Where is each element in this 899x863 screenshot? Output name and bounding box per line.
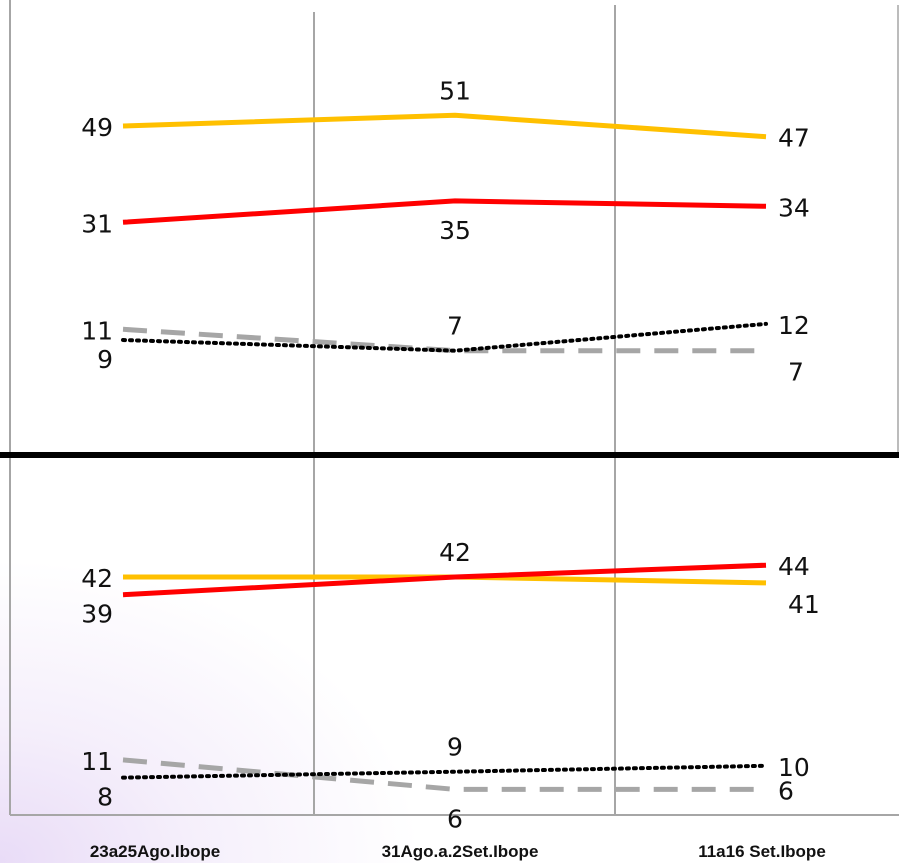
series-line-2-4 (121, 763, 768, 780)
data-label: 7 (447, 312, 463, 341)
category-label: 31Ago.a.2Set.Ibope (382, 842, 539, 861)
category-label: 23a25Ago.Ibope (90, 842, 220, 861)
series-line-1-4 (121, 321, 768, 353)
data-label: 41 (788, 590, 820, 619)
series-line-2-3 (122, 757, 766, 792)
bottom-panel: 42 42 41 39 44 11 6 6 8 9 10 (81, 538, 820, 833)
data-label: 35 (439, 216, 471, 245)
data-label: 42 (439, 538, 471, 567)
data-label: 11 (81, 747, 113, 776)
data-label: 7 (788, 358, 804, 387)
x-axis: 23a25Ago.Ibope 31Ago.a.2Set.Ibope 11a16 Se… (90, 842, 826, 861)
data-label: 49 (81, 113, 113, 142)
data-label: 44 (778, 552, 810, 581)
data-label: 39 (81, 600, 113, 629)
data-label: 12 (778, 311, 810, 340)
data-label: 6 (778, 776, 794, 805)
series-line-2-2 (122, 562, 767, 598)
data-label: 47 (778, 124, 810, 153)
category-label: 11a16 Set.Ibope (698, 842, 826, 861)
data-label: 11 (81, 316, 113, 345)
data-label: 9 (447, 733, 463, 762)
data-label: 6 (447, 804, 463, 833)
data-label: 10 (778, 753, 810, 782)
top-panel: 49 51 47 31 35 34 11 7 7 9 12 (81, 76, 810, 386)
series-line-1-2 (122, 198, 767, 225)
chart-grid (0, 0, 899, 816)
data-label: 9 (97, 345, 113, 374)
series-line-1-3 (122, 326, 766, 354)
data-label: 51 (439, 76, 471, 105)
data-label: 31 (81, 209, 113, 238)
data-label: 34 (778, 193, 810, 222)
series-line-1-1 (122, 112, 767, 140)
data-label: 8 (97, 783, 113, 812)
data-label: 42 (81, 564, 113, 593)
